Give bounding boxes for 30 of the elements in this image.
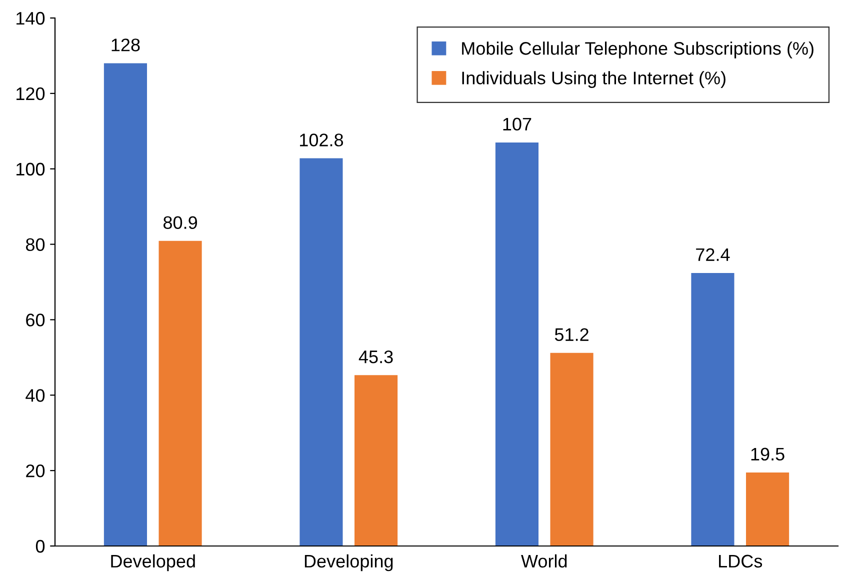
y-tick-label: 100 <box>16 162 45 176</box>
x-tick-label: World <box>521 554 567 568</box>
y-tick-label: 20 <box>26 464 45 478</box>
y-tick-label: 0 <box>36 540 45 553</box>
y-tick-label: 80 <box>26 238 45 252</box>
y-tick-label: 60 <box>26 314 45 326</box>
data-label: 107 <box>503 118 532 131</box>
x-tick-label: Developed <box>111 554 195 572</box>
legend-label: Mobile Cellular Telephone Subscriptions (%) <box>462 42 814 58</box>
bar <box>158 240 202 546</box>
data-label: 19.5 <box>751 448 784 461</box>
bar <box>746 472 790 546</box>
bar <box>104 63 148 546</box>
bar <box>550 352 594 546</box>
data-label: 102.8 <box>300 134 344 146</box>
bar <box>691 272 734 546</box>
data-label: 80.9 <box>163 216 197 229</box>
bar <box>354 375 398 546</box>
x-tick-label: LDCs <box>719 554 762 568</box>
data-label: 45.3 <box>358 350 393 364</box>
y-tick-label: 120 <box>16 87 45 100</box>
data-label: 128 <box>112 38 140 52</box>
data-label: 72.4 <box>696 248 730 261</box>
y-tick-label: 140 <box>16 12 45 25</box>
legend-label: Individuals Using the Internet (%) <box>462 71 726 88</box>
y-tick-label: 40 <box>26 389 45 402</box>
bar <box>300 158 343 546</box>
data-label: 51.2 <box>554 328 588 341</box>
x-tick-label: Developing <box>304 554 393 572</box>
bar <box>495 142 539 546</box>
